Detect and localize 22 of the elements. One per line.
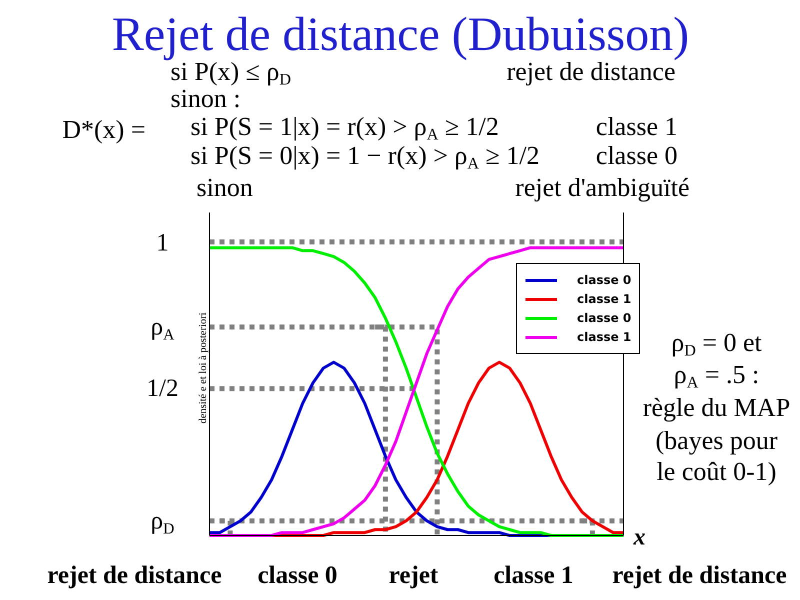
- text: classe 0: [258, 562, 338, 589]
- legend-label: classe 1: [577, 329, 632, 345]
- text: rejet: [388, 562, 439, 589]
- y-axis-title: densité e et loi à posteriori: [198, 312, 209, 424]
- text: règle du MAP: [642, 393, 790, 422]
- text: rejet d'ambiguïté: [515, 173, 690, 202]
- text: sinon :: [170, 84, 241, 113]
- text: rejet de distance: [612, 562, 787, 589]
- text: classe 1: [494, 562, 574, 589]
- text: le coût 0-1): [656, 457, 776, 486]
- text: D*(x) =: [62, 115, 146, 144]
- legend-label: classe 0: [577, 310, 632, 326]
- text: rejet de distance: [47, 562, 222, 589]
- text: (bayes pour: [655, 426, 778, 455]
- legend-label: classe 0: [577, 272, 632, 288]
- text: sinon: [196, 173, 253, 202]
- text: classe 1: [596, 112, 678, 141]
- y-tick-label: 1: [156, 229, 169, 256]
- x-axis-title: x: [632, 524, 646, 550]
- y-tick-label: 1/2: [146, 375, 178, 402]
- legend-label: classe 1: [577, 291, 632, 307]
- text: classe 0: [596, 141, 678, 170]
